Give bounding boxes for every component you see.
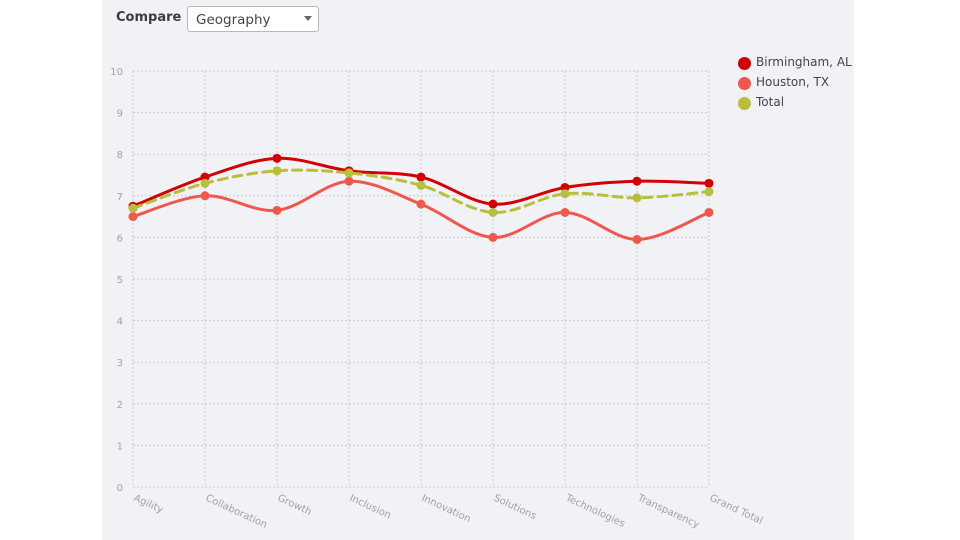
x-tick-label: Technologies [563, 492, 627, 530]
data-point [632, 234, 642, 244]
data-point [560, 207, 570, 217]
x-tick-label: Innovation [420, 493, 473, 525]
y-tick-label: 5 [117, 275, 123, 286]
x-tick-label: Growth [276, 493, 313, 518]
y-tick-label: 9 [117, 109, 123, 120]
y-tick-label: 10 [110, 67, 123, 78]
legend-swatch [738, 57, 751, 70]
data-point [344, 176, 354, 186]
data-point [416, 180, 426, 190]
x-tick-label: Collaboration [204, 493, 269, 531]
series-line [131, 179, 711, 241]
compare-select[interactable]: Geography [187, 6, 319, 32]
data-point [416, 199, 426, 209]
x-tick-label: Solutions [492, 493, 538, 522]
chevron-down-icon [304, 16, 312, 21]
y-axis-ticks: 0 1 2 3 4 5 6 7 8 9 10 [110, 67, 123, 494]
compare-label: Compare [116, 10, 182, 25]
legend-label: Houston, TX [756, 75, 830, 89]
x-tick-label: Grand Total [708, 493, 765, 527]
data-point [488, 199, 498, 209]
data-point [344, 168, 354, 178]
chart-panel [102, 0, 854, 540]
data-point [416, 172, 426, 182]
data-point [488, 207, 498, 217]
data-point [704, 187, 714, 197]
data-point [200, 178, 210, 188]
legend-label: Total [756, 95, 785, 109]
y-tick-label: 0 [117, 483, 123, 494]
legend-label: Birmingham, AL [756, 55, 852, 69]
y-tick-label: 2 [117, 400, 123, 411]
data-point [272, 153, 282, 163]
data-point [632, 176, 642, 186]
data-point [704, 207, 714, 217]
x-axis-ticks: Agility Collaboration Growth Inclusion Innov… [132, 492, 765, 531]
y-tick-label: 1 [117, 441, 123, 452]
data-point [128, 203, 138, 213]
data-point [272, 205, 282, 215]
y-tick-label: 7 [117, 192, 123, 203]
data-point [488, 232, 498, 242]
y-tick-label: 4 [117, 317, 123, 328]
legend-swatch [738, 77, 751, 90]
y-tick-label: 8 [117, 150, 123, 161]
legend-swatch [738, 97, 751, 110]
data-point [560, 182, 570, 192]
chart-series [128, 153, 714, 244]
y-tick-label: 6 [117, 233, 123, 244]
y-tick-label: 3 [117, 358, 123, 369]
data-point [128, 212, 138, 222]
x-tick-label: Inclusion [348, 493, 393, 522]
compare-select-value: Geography [196, 12, 271, 28]
data-point [272, 166, 282, 176]
data-point [200, 172, 210, 182]
x-tick-label: Agility [132, 493, 165, 516]
data-point [560, 189, 570, 199]
chart-grid [132, 70, 710, 488]
x-tick-label: Transparency [635, 492, 701, 531]
data-point [200, 191, 210, 201]
data-point [704, 178, 714, 188]
data-point [632, 193, 642, 203]
